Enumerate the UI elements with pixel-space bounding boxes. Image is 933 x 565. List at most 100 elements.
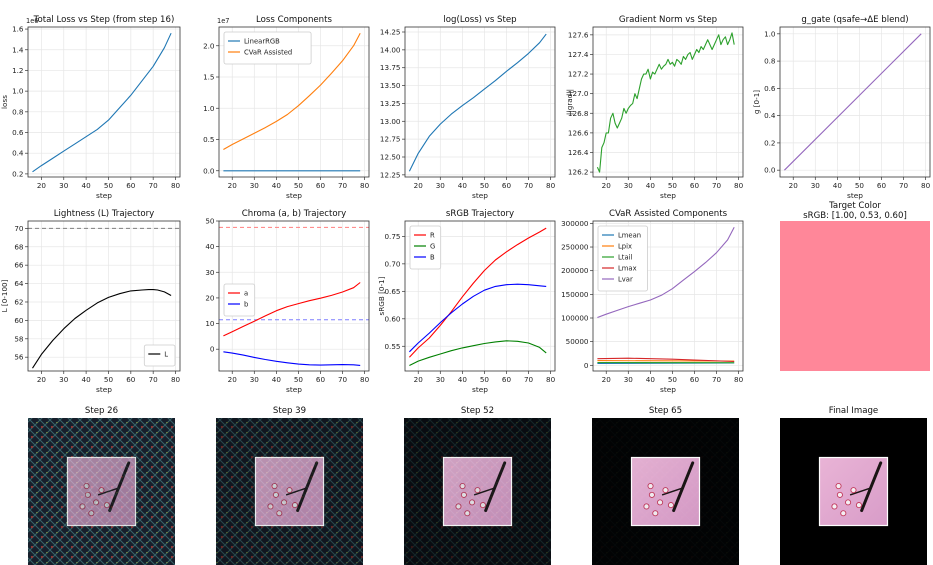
x-tick-label: 40 xyxy=(272,375,282,384)
x-axis-label: step xyxy=(472,385,488,394)
x-tick-label: 70 xyxy=(524,181,534,190)
y-tick-label: 0.5 xyxy=(203,135,214,144)
x-tick-label: 40 xyxy=(646,181,656,190)
y-tick-label: 0.4 xyxy=(12,149,24,158)
plot-chroma: 20 30 40 50 60 70 80 0 10 20 30 40 50 Chroma (a, b) T… xyxy=(205,209,369,394)
x-tick-label: 50 xyxy=(668,181,678,190)
x-tick-label: 20 xyxy=(414,375,424,384)
y-tick-label: 13.50 xyxy=(380,81,401,90)
x-axis-label: step xyxy=(286,385,302,394)
x-tick-label: 80 xyxy=(734,375,744,384)
x-tick-label: 20 xyxy=(602,181,612,190)
y-axis-label: sRGB [0-1] xyxy=(377,276,386,315)
x-tick-label: 20 xyxy=(228,375,238,384)
y-tick-label: 30 xyxy=(205,268,215,277)
axis-offset-label: 1e7 xyxy=(217,17,229,25)
inset-noise-layer xyxy=(67,457,136,526)
image-title: Step 65 xyxy=(649,406,682,416)
x-tick-label: 80 xyxy=(171,181,181,190)
x-tick-label: 40 xyxy=(833,181,843,190)
y-tick-label: 0.6 xyxy=(764,84,776,93)
x-axis-label: step xyxy=(96,385,112,394)
x-tick-label: 60 xyxy=(502,375,512,384)
x-tick-label: 40 xyxy=(646,375,656,384)
x-tick-label: 40 xyxy=(458,375,468,384)
plot-loss-components: 20 30 40 50 60 70 80 0.0 0.5 1.0 1.5 2.0 Loss Compon… xyxy=(203,15,370,200)
legend: LinearRGB CVaR Assisted xyxy=(223,31,312,65)
plot-data xyxy=(597,226,735,364)
plot-frame xyxy=(404,220,556,372)
x-tick-label: 80 xyxy=(171,375,181,384)
x-tick-label: 20 xyxy=(37,181,47,190)
x-tick-label: 30 xyxy=(436,181,446,190)
plot-data xyxy=(596,32,735,173)
y-tick-label: 0.2 xyxy=(12,169,23,178)
y-axis-label: ||grad|| xyxy=(565,89,574,115)
x-tick-label: 70 xyxy=(338,181,348,190)
x-tick-label: 20 xyxy=(37,375,47,384)
legend-label: Lmax xyxy=(618,265,637,273)
legend-label: R xyxy=(430,232,435,240)
x-tick-label: 30 xyxy=(436,375,446,384)
y-tick-label: 1.0 xyxy=(12,87,24,96)
x-tick-label: 60 xyxy=(126,375,136,384)
y-tick-label: 200000 xyxy=(561,266,589,275)
series-line-g-gate xyxy=(784,33,922,171)
blossom-mark xyxy=(855,502,862,509)
x-axis-label: step xyxy=(660,385,676,394)
plot-area xyxy=(593,27,743,177)
plot-title: g_gate (qsafe→ΔE blend) xyxy=(801,15,908,25)
plot-data xyxy=(32,32,172,173)
x-tick-label: 50 xyxy=(294,375,304,384)
x-tick-label: 20 xyxy=(414,181,424,190)
series-line-lmax xyxy=(597,357,735,363)
y-tick-label: 1.5 xyxy=(203,73,214,82)
plot-grad-norm: 20 30 40 50 60 70 80 126.2 126.4 126.6 126.8 127.0 1… xyxy=(565,15,744,200)
twig-mark xyxy=(661,487,683,496)
x-tick-label: 50 xyxy=(294,181,304,190)
x-axis-label: step xyxy=(847,191,863,200)
legend-label: Ltail xyxy=(618,254,633,262)
y-tick-label: 0 xyxy=(210,345,215,354)
image-title: Step 39 xyxy=(273,406,306,416)
x-tick-label: 50 xyxy=(104,181,114,190)
y-tick-label: 0.60 xyxy=(384,314,400,323)
series-line-b xyxy=(409,283,547,353)
x-tick-label: 70 xyxy=(899,181,909,190)
plot-data xyxy=(223,32,361,172)
x-tick-label: 30 xyxy=(59,375,69,384)
image-title: Step 26 xyxy=(85,406,118,416)
x-tick-label: 70 xyxy=(524,375,534,384)
series-line-b xyxy=(223,351,361,366)
plot-frame xyxy=(27,26,181,178)
legend-label: LinearRGB xyxy=(244,38,280,46)
x-tick-label: 70 xyxy=(712,375,722,384)
x-tick-label: 60 xyxy=(690,181,700,190)
x-tick-label: 30 xyxy=(811,181,821,190)
x-tick-label: 80 xyxy=(546,375,556,384)
x-tick-label: 80 xyxy=(360,375,370,384)
plot-frame xyxy=(218,26,370,178)
blossom-mark xyxy=(662,487,669,494)
y-tick-label: 1.6 xyxy=(12,25,24,34)
y-tick-label: 2.0 xyxy=(203,41,215,50)
series-line-r xyxy=(408,227,547,358)
series-line-g xyxy=(409,340,547,366)
y-tick-label: 0.6 xyxy=(12,128,24,137)
target-title: Target Color xyxy=(828,201,881,211)
plot-data xyxy=(408,227,547,366)
plot-frame xyxy=(592,26,744,178)
plot-cvar: 20 30 40 50 60 70 80 0 50000 100000 150000 200000 25… xyxy=(561,209,744,394)
plot-lightness: 20 30 40 50 60 70 80 56 58 60 62 64 66 68 70 Lightness … xyxy=(0,209,181,394)
x-tick-label: 50 xyxy=(855,181,865,190)
plot-frame xyxy=(779,26,931,178)
x-tick-label: 60 xyxy=(690,375,700,384)
plot-title: Lightness (L) Trajectory xyxy=(54,209,155,219)
series-line-loss xyxy=(32,32,172,173)
x-tick-label: 60 xyxy=(126,181,136,190)
legend-label: Lpix xyxy=(618,243,632,251)
y-tick-label: 0.4 xyxy=(764,111,776,120)
x-tick-label: 80 xyxy=(921,181,931,190)
x-tick-label: 60 xyxy=(877,181,887,190)
